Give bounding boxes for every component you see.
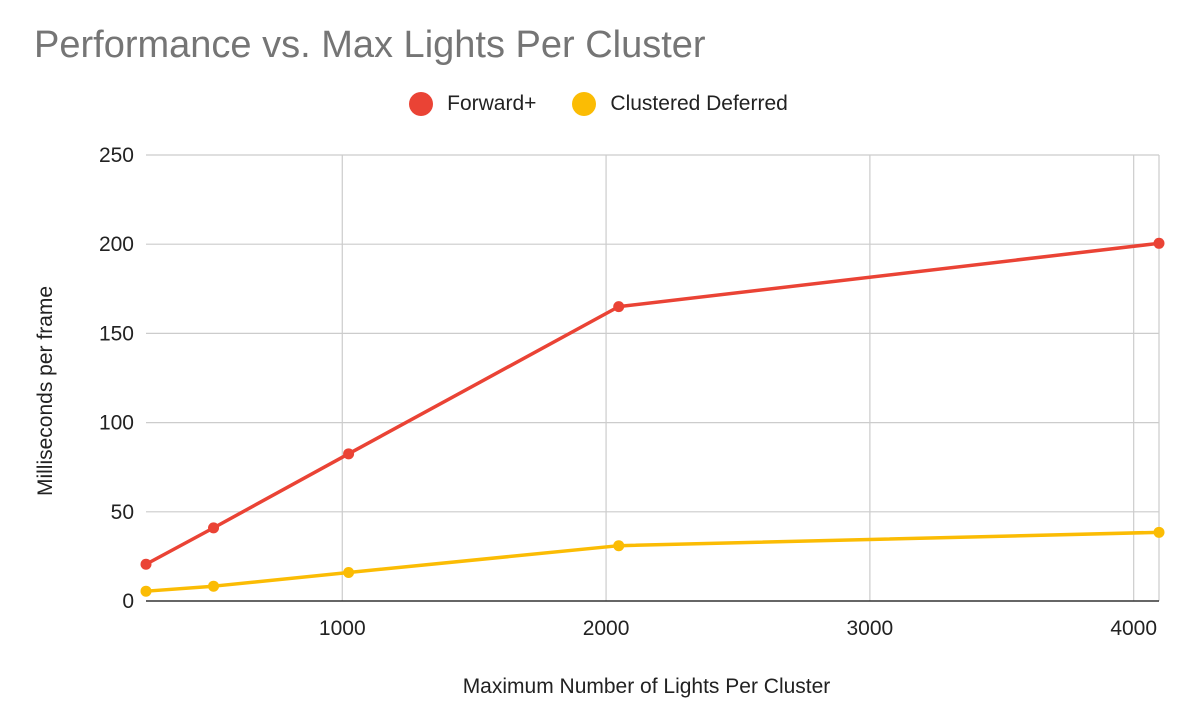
axis-layer: 0 50 100 150 200 250 1000 2000 3000 4000	[99, 144, 1159, 640]
y-axis-title: Milliseconds per frame	[34, 286, 57, 496]
x-tick-label: 4000	[1110, 617, 1157, 640]
grid-layer	[146, 154, 1160, 601]
legend-item-clustered-deferred: Clustered Deferred	[572, 92, 788, 116]
data-point-clustered-deferred	[140, 585, 152, 597]
data-point-forward	[140, 558, 152, 570]
data-point-clustered-deferred	[613, 540, 625, 552]
chart-title: Performance vs. Max Lights Per Cluster	[34, 24, 706, 66]
x-axis-title: Maximum Number of Lights Per Cluster	[463, 675, 831, 698]
legend-label-clustered-deferred: Clustered Deferred	[610, 92, 788, 115]
legend: Forward+ Clustered Deferred	[0, 92, 1189, 116]
x-tick-label: 1000	[319, 617, 366, 640]
data-point-forward	[343, 448, 355, 460]
x-tick-label: 2000	[583, 617, 630, 640]
y-tick-label: 50	[111, 501, 134, 524]
legend-swatch-forward-plus	[409, 92, 434, 116]
y-tick-label: 150	[99, 322, 134, 345]
series-line-forward	[145, 241, 1160, 566]
data-point-clustered-deferred	[1153, 526, 1165, 538]
y-tick-label: 0	[122, 590, 134, 613]
data-point-forward	[1153, 237, 1165, 249]
y-tick-label: 250	[99, 144, 134, 167]
series-line-clustered-deferred	[145, 530, 1160, 593]
data-point-clustered-deferred	[208, 580, 220, 592]
y-tick-label: 100	[99, 412, 134, 435]
legend-item-forward-plus: Forward+	[409, 92, 536, 116]
legend-swatch-clustered-deferred	[572, 92, 597, 116]
data-point-forward	[208, 522, 220, 534]
x-tick-label: 3000	[847, 617, 894, 640]
y-tick-label: 200	[99, 233, 134, 256]
legend-label-forward-plus: Forward+	[447, 92, 537, 115]
data-point-clustered-deferred	[343, 566, 355, 578]
series-layer	[140, 237, 1165, 597]
data-point-forward	[613, 301, 625, 313]
